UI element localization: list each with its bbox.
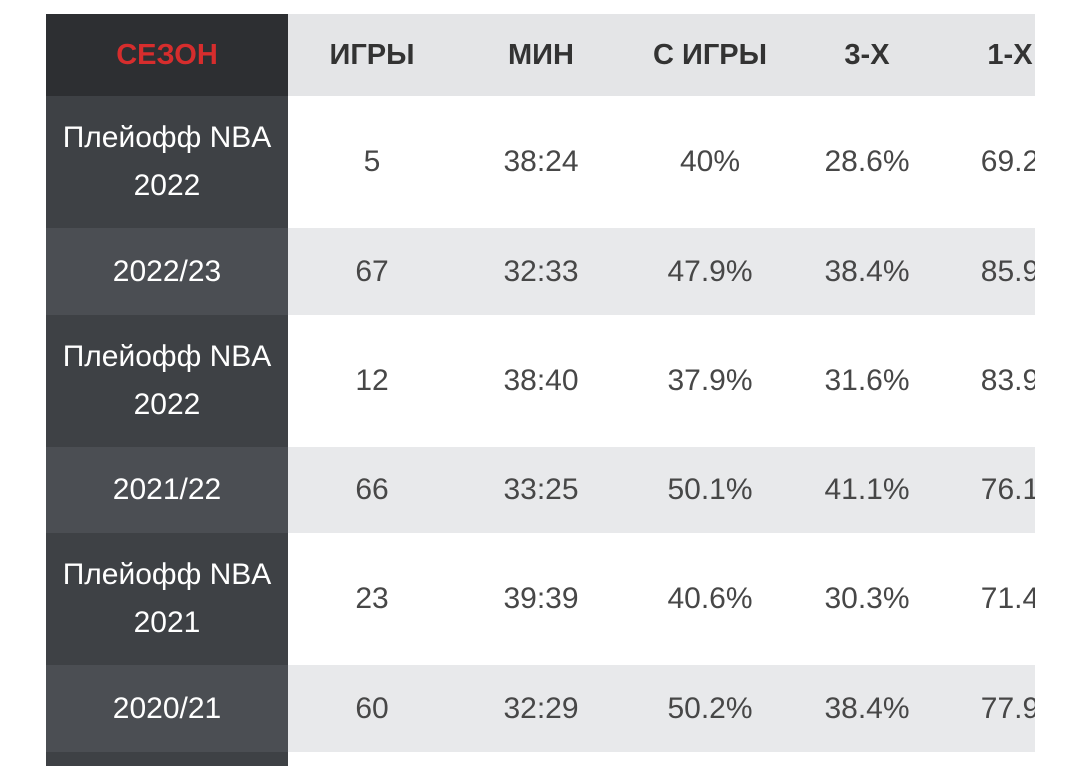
stat-cell: 76.1	[940, 447, 1035, 533]
stat-cell: 40.6%	[626, 533, 794, 665]
stat-cell: 39:39	[456, 533, 626, 665]
stat-cell: 50.2%	[626, 665, 794, 752]
stat-cell: 66	[288, 447, 456, 533]
row-bg	[46, 752, 288, 766]
stat-cell: 30.3%	[794, 533, 940, 665]
stat-cell: 85.9	[940, 228, 1035, 315]
stat-cell: 38:24	[456, 96, 626, 228]
stat-cell: 31.6%	[794, 315, 940, 447]
season-cell: Плейофф NBA 2022	[46, 96, 288, 228]
stat-cell: 23	[288, 533, 456, 665]
stat-cell: 33:25	[456, 447, 626, 533]
column-header: ИГРЫ	[288, 14, 456, 96]
column-header: С ИГРЫ	[626, 14, 794, 96]
season-cell: 2022/23	[46, 228, 288, 315]
stat-cell: 38.4%	[794, 228, 940, 315]
stat-cell: 32:33	[456, 228, 626, 315]
column-header: 1-Х	[940, 14, 1035, 96]
stat-cell: 12	[288, 315, 456, 447]
stat-cell: 5	[288, 96, 456, 228]
stats-table: СЕЗОН ИГРЫ МИН С ИГРЫ 3-Х 1-Х Плейофф NBA 2022…	[46, 14, 1035, 766]
stat-cell: 77.9	[940, 665, 1035, 752]
season-cell: 2020/21	[46, 665, 288, 752]
stat-cell: 50.1%	[626, 447, 794, 533]
stat-cell: 28.6%	[794, 96, 940, 228]
stat-cell: 32:29	[456, 665, 626, 752]
stat-cell: 37.9%	[626, 315, 794, 447]
column-header: СЕЗОН	[46, 14, 288, 96]
stat-cell: 41.1%	[794, 447, 940, 533]
stat-cell: 40%	[626, 96, 794, 228]
stat-cell: 71.4	[940, 533, 1035, 665]
stat-cell: 38.4%	[794, 665, 940, 752]
stat-cell: 38:40	[456, 315, 626, 447]
stat-cell: 69.2	[940, 96, 1035, 228]
stat-cell: 83.9	[940, 315, 1035, 447]
season-cell: Плейофф NBA 2022	[46, 315, 288, 447]
stat-cell: 67	[288, 228, 456, 315]
stat-cell: 47.9%	[626, 228, 794, 315]
column-header: 3-Х	[794, 14, 940, 96]
column-header: МИН	[456, 14, 626, 96]
stat-cell: 60	[288, 665, 456, 752]
season-cell: Плейофф NBA 2021	[46, 533, 288, 665]
season-cell: 2021/22	[46, 447, 288, 533]
